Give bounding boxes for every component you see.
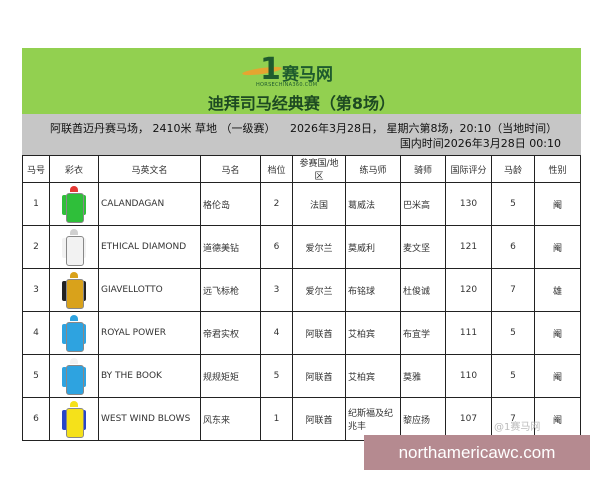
cell-draw: 3 (260, 268, 293, 312)
cell-en: BY THE BOOK (98, 354, 201, 398)
column-header: 骑师 (400, 155, 446, 183)
silk-image (49, 182, 99, 226)
site-watermark: northamericawc.com (364, 435, 590, 470)
cell-draw: 4 (260, 311, 293, 355)
cell-draw: 5 (260, 354, 293, 398)
cell-sex: 阉 (534, 225, 581, 269)
cell-no: 1 (22, 182, 50, 226)
cell-jockey: 黎应扬 (400, 397, 446, 441)
cell-sex: 阉 (534, 354, 581, 398)
silk-image (49, 268, 99, 312)
cell-country: 爱尔兰 (292, 225, 346, 269)
column-header: 马号 (22, 155, 50, 183)
table-row: 4 ROYAL POWER 帝君实权 4 阿联酋 艾柏宾 布宜学 111 5 阉 (22, 311, 581, 355)
table-row: 6 WEST WIND BLOWS 风东来 1 阿联酋 纪斯福及纪兆丰 黎应扬 107 7 阉 (22, 397, 581, 441)
cell-jockey: 布宜学 (400, 311, 446, 355)
cell-no: 5 (22, 354, 50, 398)
cell-rating: 130 (445, 182, 492, 226)
race-title: 迪拜司马经典赛（第8场） (207, 94, 396, 113)
cell-cn: 风东来 (200, 397, 261, 441)
column-header: 国际评分 (445, 155, 492, 183)
cell-country: 阿联酋 (292, 354, 346, 398)
column-header: 马英文名 (98, 155, 201, 183)
silk-image (49, 311, 99, 355)
cell-en: WEST WIND BLOWS (98, 397, 201, 441)
cell-age: 5 (491, 354, 535, 398)
table-row: 2 ETHICAL DIAMOND 道德美钻 6 爱尔兰 莫威利 麦文坚 121 6 阉 (22, 225, 581, 269)
column-header: 马名 (200, 155, 261, 183)
column-header: 性别 (534, 155, 581, 183)
jockey-silk-icon (62, 315, 86, 352)
cell-en: CALANDAGAN (98, 182, 201, 226)
cell-sex: 阉 (534, 182, 581, 226)
cell-age: 5 (491, 311, 535, 355)
venue-text: 阿联酋迈丹赛马场， 2410米 草地 （一级赛） (50, 122, 276, 135)
cell-no: 4 (22, 311, 50, 355)
cell-rating: 110 (445, 354, 492, 398)
cell-cn: 道德美钻 (200, 225, 261, 269)
column-header: 练马师 (345, 155, 401, 183)
cell-no: 3 (22, 268, 50, 312)
jockey-silk-icon (62, 358, 86, 395)
header-banner: 1 赛马网 HORSECHINA360.COM 迪拜司马经典赛（第8场） (22, 48, 581, 114)
cell-cn: 规规矩矩 (200, 354, 261, 398)
horsechina-logo: 1 赛马网 HORSECHINA360.COM (241, 52, 372, 92)
column-header: 彩衣 (49, 155, 99, 183)
cell-trainer: 莫威利 (345, 225, 401, 269)
cell-sex: 阉 (534, 311, 581, 355)
runners-table: 马号 彩衣 马英文名 马名 档位 参赛国/地区 练马师 骑师 国际评分 马龄 性别 1 CALANDA… (22, 155, 581, 441)
cell-draw: 6 (260, 225, 293, 269)
cell-country: 阿联酋 (292, 311, 346, 355)
cell-jockey: 巴米高 (400, 182, 446, 226)
column-header: 参赛国/地区 (292, 155, 346, 183)
cell-no: 6 (22, 397, 50, 441)
cell-en: ROYAL POWER (98, 311, 201, 355)
cell-no: 2 (22, 225, 50, 269)
table-row: 1 CALANDAGAN 格伦岛 2 法国 葛威法 巴米高 130 5 阉 (22, 182, 581, 226)
cell-age: 6 (491, 225, 535, 269)
cell-draw: 2 (260, 182, 293, 226)
local-time-text: 2026年3月28日， 星期六第8场，20:10（当地时间） (290, 122, 558, 135)
cell-jockey: 麦文坚 (400, 225, 446, 269)
cell-country: 法国 (292, 182, 346, 226)
jockey-silk-icon (62, 272, 86, 309)
cell-rating: 107 (445, 397, 492, 441)
cell-cn: 格伦岛 (200, 182, 261, 226)
cell-cn: 远飞标枪 (200, 268, 261, 312)
cell-en: GIAVELLOTTO (98, 268, 201, 312)
cell-jockey: 杜俊诚 (400, 268, 446, 312)
cell-rating: 111 (445, 311, 492, 355)
column-header: 档位 (260, 155, 293, 183)
silk-image (49, 397, 99, 441)
cell-trainer: 布铭球 (345, 268, 401, 312)
cell-draw: 1 (260, 397, 293, 441)
cell-rating: 121 (445, 225, 492, 269)
cell-trainer: 艾柏宾 (345, 311, 401, 355)
cell-age: 5 (491, 182, 535, 226)
table-row: 3 GIAVELLOTTO 远飞标枪 3 爱尔兰 布铭球 杜俊诚 120 7 雄 (22, 268, 581, 312)
cell-jockey: 莫雅 (400, 354, 446, 398)
column-header: 马龄 (491, 155, 535, 183)
jockey-silk-icon (62, 186, 86, 223)
cell-en: ETHICAL DIAMOND (98, 225, 201, 269)
cell-trainer: 艾柏宾 (345, 354, 401, 398)
cell-country: 爱尔兰 (292, 268, 346, 312)
cell-cn: 帝君实权 (200, 311, 261, 355)
cell-sex: 阉 (534, 397, 581, 441)
cell-country: 阿联酋 (292, 397, 346, 441)
cell-rating: 120 (445, 268, 492, 312)
silk-image (49, 225, 99, 269)
silk-image (49, 354, 99, 398)
race-card: 1 赛马网 HORSECHINA360.COM 迪拜司马经典赛（第8场） 阿联酋迈… (22, 48, 581, 441)
cell-age: 7 (491, 268, 535, 312)
table-row: 5 BY THE BOOK 规规矩矩 5 阿联酋 艾柏宾 莫雅 110 5 阉 (22, 354, 581, 398)
china-time-text: 国内时间2026年3月28日 00:10 (399, 137, 561, 150)
cell-trainer: 葛威法 (345, 182, 401, 226)
jockey-silk-icon (62, 401, 86, 438)
race-info: 阿联酋迈丹赛马场， 2410米 草地 （一级赛） 2026年3月28日， 星期六… (22, 114, 581, 155)
cell-sex: 雄 (534, 268, 581, 312)
jockey-silk-icon (62, 229, 86, 266)
weibo-watermark: @1赛马网 (494, 422, 541, 433)
